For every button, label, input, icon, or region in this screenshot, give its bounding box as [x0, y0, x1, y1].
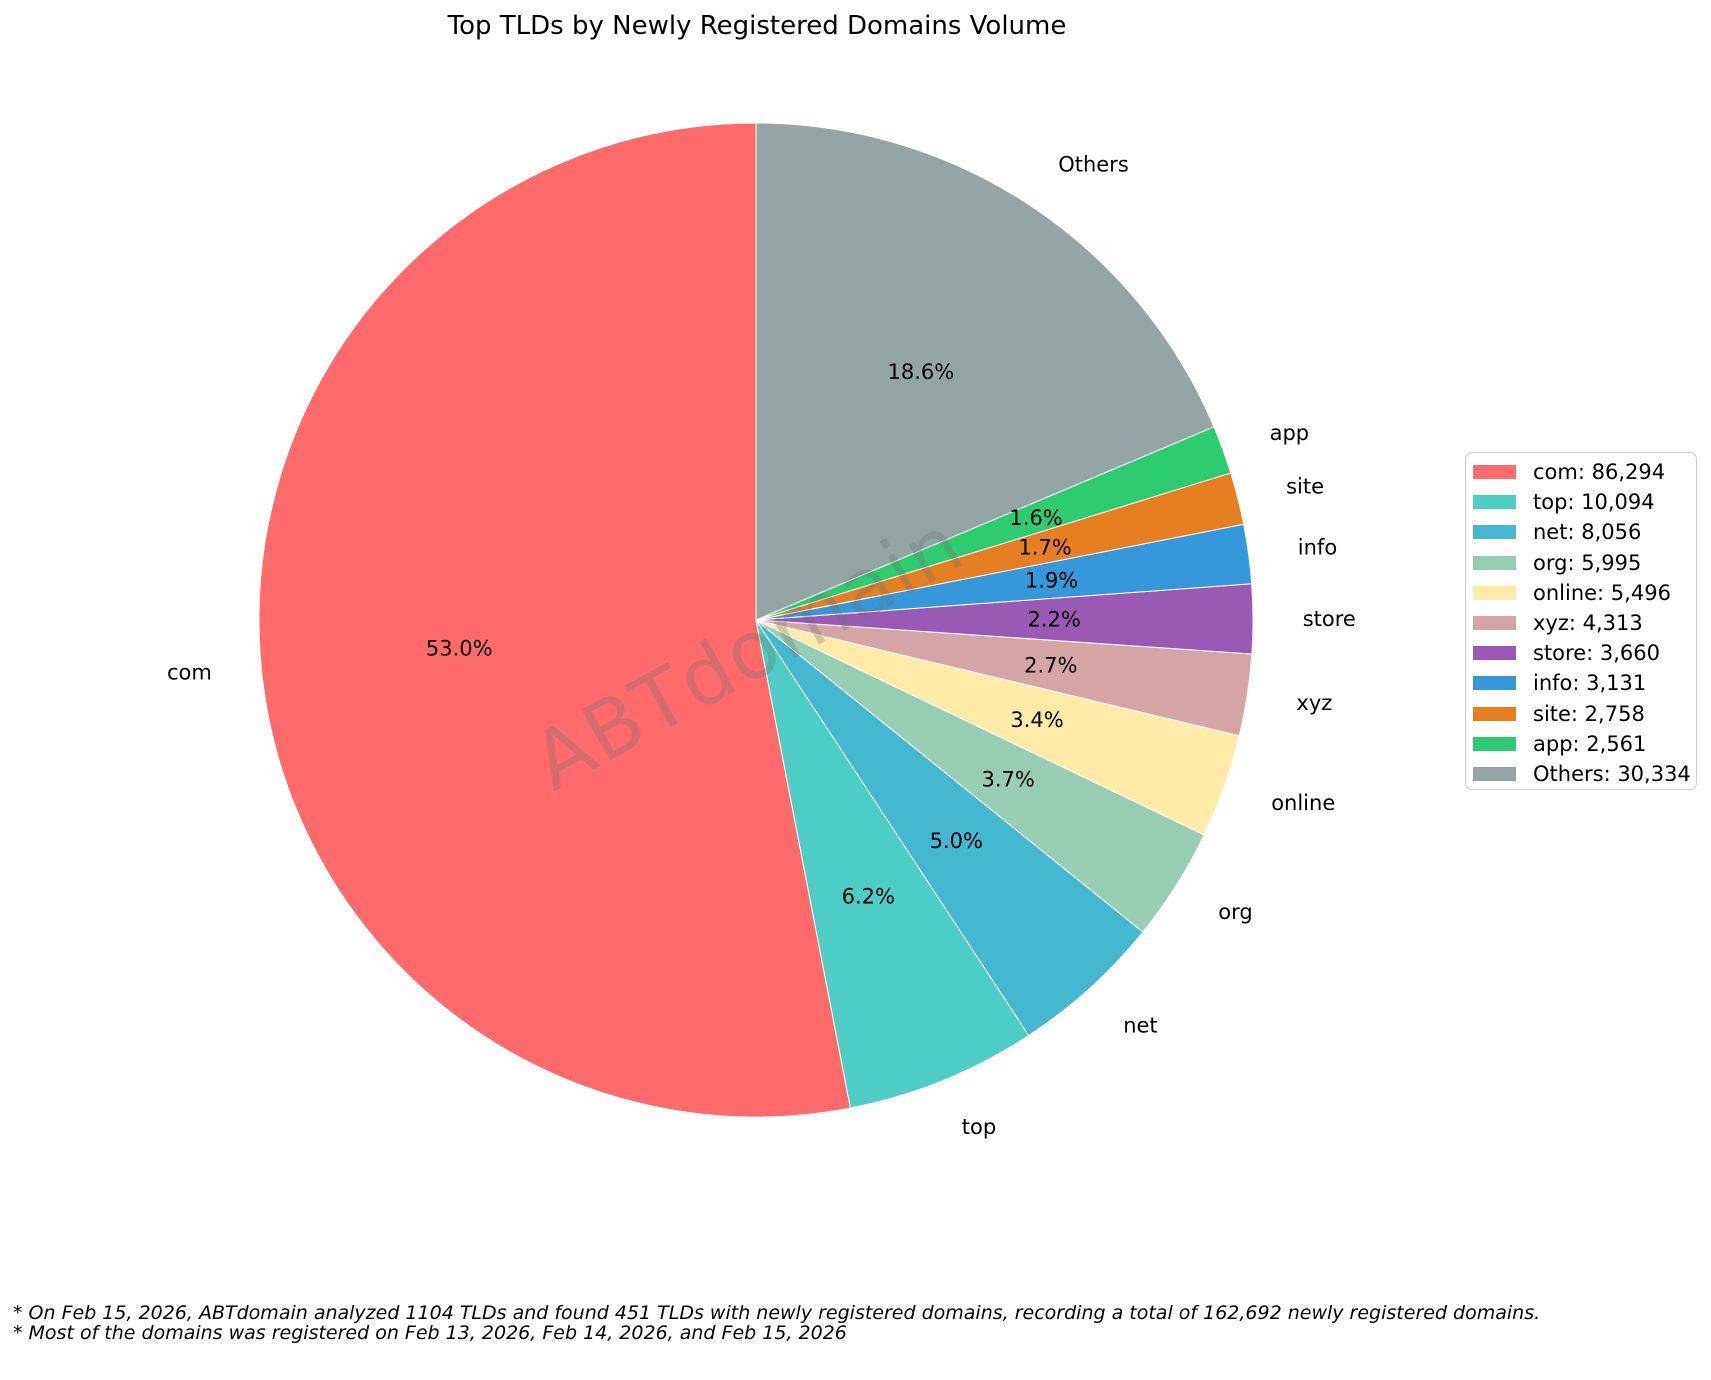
- pie-slice-net: [755, 619, 1144, 1036]
- slice-percent-online: 3.4%: [1010, 708, 1063, 732]
- footnote-1: * On Feb 15, 2026, ABTdomain analyzed 11…: [13, 1302, 1541, 1324]
- slice-label-org: org: [1218, 900, 1252, 924]
- legend-entry-info: info: 3,131: [1473, 668, 1696, 698]
- legend-label-store: store: 3,660: [1533, 641, 1660, 666]
- legend-swatch-com: [1473, 465, 1516, 480]
- pie-slice-com: [258, 122, 851, 1118]
- legend-label-info: info: 3,131: [1533, 671, 1647, 696]
- chart-title: Top TLDs by Newly Registered Domains Vol…: [447, 11, 1067, 41]
- slice-percent-Others: 18.6%: [888, 360, 955, 384]
- legend-entry-net: net: 8,056: [1473, 517, 1696, 547]
- legend-entry-site: site: 2,758: [1473, 699, 1696, 729]
- legend-label-app: app: 2,561: [1533, 731, 1647, 756]
- slice-percent-info: 1.9%: [1025, 569, 1078, 593]
- slice-label-info: info: [1298, 536, 1337, 560]
- slice-label-net: net: [1123, 1013, 1157, 1037]
- slice-label-site: site: [1286, 475, 1324, 499]
- legend-swatch-org: [1473, 555, 1516, 570]
- slice-percent-site: 1.7%: [1018, 535, 1071, 559]
- legend-label-com: com: 86,294: [1533, 460, 1666, 485]
- slice-label-store: store: [1303, 607, 1356, 631]
- slice-label-app: app: [1270, 421, 1310, 445]
- legend-entry-top: top: 10,094: [1473, 487, 1696, 517]
- slice-percent-org: 3.7%: [982, 768, 1035, 792]
- legend-swatch-xyz: [1473, 616, 1516, 631]
- legend-swatch-app: [1473, 736, 1516, 751]
- legend-label-org: org: 5,995: [1533, 550, 1642, 575]
- legend-swatch-net: [1473, 525, 1516, 540]
- slice-label-top: top: [962, 1115, 996, 1139]
- slice-percent-top: 6.2%: [842, 885, 895, 909]
- legend-entry-online: online: 5,496: [1473, 578, 1696, 608]
- legend-label-net: net: 8,056: [1533, 520, 1642, 545]
- legend-label-xyz: xyz: 4,313: [1533, 611, 1643, 636]
- legend-swatch-Others: [1473, 766, 1516, 781]
- legend-swatch-top: [1473, 495, 1516, 510]
- legend-label-site: site: 2,758: [1533, 701, 1645, 726]
- legend-label-Others: Others: 30,334: [1533, 761, 1691, 786]
- legend: com: 86,294 top: 10,094 net: 8,056 org: 5,9…: [1465, 452, 1697, 790]
- pie-slice-top: [755, 619, 1030, 1109]
- legend-entry-org: org: 5,995: [1473, 548, 1696, 578]
- slice-label-xyz: xyz: [1296, 691, 1332, 715]
- legend-swatch-info: [1473, 676, 1516, 691]
- legend-swatch-site: [1473, 706, 1516, 721]
- footnote-2: * Most of the domains was registered on …: [13, 1322, 847, 1344]
- legend-entry-xyz: xyz: 4,313: [1473, 608, 1696, 638]
- slice-percent-app: 1.6%: [1009, 506, 1062, 530]
- legend-entry-com: com: 86,294: [1473, 457, 1696, 487]
- slice-percent-com: 53.0%: [426, 637, 493, 661]
- legend-label-top: top: 10,094: [1533, 490, 1655, 515]
- legend-swatch-online: [1473, 585, 1516, 600]
- legend-entry-store: store: 3,660: [1473, 638, 1696, 668]
- legend-entry-app: app: 2,561: [1473, 729, 1696, 759]
- legend-label-online: online: 5,496: [1533, 580, 1671, 605]
- pie-slice-Others: [755, 122, 1215, 621]
- slice-percent-net: 5.0%: [930, 829, 983, 853]
- slice-percent-store: 2.2%: [1028, 608, 1081, 632]
- slice-percent-xyz: 2.7%: [1024, 653, 1077, 677]
- slice-label-Others: Others: [1058, 153, 1129, 177]
- slice-label-online: online: [1271, 791, 1335, 815]
- legend-entry-Others: Others: 30,334: [1473, 759, 1696, 789]
- slice-label-com: com: [167, 661, 212, 685]
- legend-swatch-store: [1473, 646, 1516, 661]
